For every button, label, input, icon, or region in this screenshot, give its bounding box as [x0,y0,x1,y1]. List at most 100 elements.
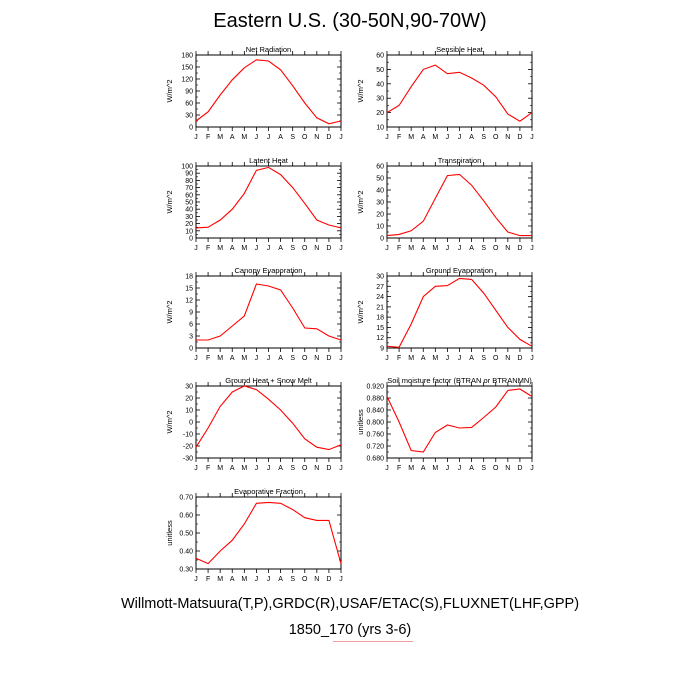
panel-title: Transpiration [438,156,482,165]
y-tick-label: 10 [185,408,193,415]
plot-frame [195,54,342,128]
plot-frame [386,165,533,239]
x-tick-label: J [267,245,271,252]
x-tick-label: D [326,576,331,583]
x-tick-label: N [505,465,510,472]
y-tick-label: 150 [181,65,193,72]
x-tick-label: J [267,355,271,362]
y-tick-label: 30 [185,384,193,391]
x-tick-label: F [397,465,401,472]
x-tick-label: F [206,355,210,362]
x-tick-label: M [408,465,414,472]
x-tick-label: J [530,134,534,141]
x-tick-label: J [530,465,534,472]
x-tick-label: A [278,245,283,252]
y-tick-label: 50 [376,176,384,183]
x-tick-label: J [530,355,534,362]
x-tick-label: M [241,576,247,583]
y-tick-label: 30 [376,274,384,281]
y-tick-label: 30 [185,214,193,221]
y-axis-label: W/m^2 [165,410,174,433]
x-tick-label: M [241,355,247,362]
y-tick-label: 60 [185,101,193,108]
x-tick-label: J [194,576,198,583]
y-tick-label: 60 [376,53,384,60]
y-tick-label: 0.840 [366,408,384,415]
x-tick-label: D [517,465,522,472]
x-tick-label: A [230,355,235,362]
x-tick-label: M [432,134,438,141]
x-tick-label: J [255,576,259,583]
y-tick-label: 10 [185,228,193,235]
y-tick-label: 24 [376,294,384,301]
x-tick-label: J [255,355,259,362]
x-tick-label: M [432,355,438,362]
y-tick-label: 15 [376,325,384,332]
x-tick-label: J [194,245,198,252]
x-tick-label: M [217,465,223,472]
series-line [386,173,532,237]
y-tick-label: 40 [376,188,384,195]
x-tick-label: J [530,245,534,252]
x-tick-label: A [421,465,426,472]
x-tick-label: F [397,134,401,141]
y-tick-label: -30 [183,456,193,463]
y-axis-label: W/m^2 [356,190,365,213]
series-line [386,277,533,348]
x-tick-label: M [408,355,414,362]
x-tick-label: J [458,134,462,141]
y-tick-label: 90 [185,89,193,96]
x-tick-label: F [206,465,210,472]
x-tick-label: A [469,245,474,252]
y-tick-label: 30 [376,96,384,103]
x-tick-label: A [230,134,235,141]
x-tick-label: M [217,355,223,362]
x-tick-label: O [493,134,499,141]
x-tick-label: J [446,465,450,472]
y-axis-label: W/m^2 [165,79,174,102]
x-tick-label: A [469,134,474,141]
x-tick-label: S [290,465,295,472]
x-tick-label: A [421,134,426,141]
x-tick-label: M [217,245,223,252]
y-tick-label: 0.40 [179,549,193,556]
x-tick-label: N [314,355,319,362]
x-tick-label: J [339,465,343,472]
x-tick-label: M [241,134,247,141]
y-axis-label: unitless [165,520,174,546]
y-axis-label: W/m^2 [165,300,174,323]
series-line [386,388,533,453]
y-tick-label: 0.680 [366,456,384,463]
x-tick-label: J [194,465,198,472]
y-tick-label: 30 [376,200,384,207]
x-tick-label: S [290,355,295,362]
x-tick-label: J [339,245,343,252]
x-tick-label: J [339,134,343,141]
y-tick-label: 27 [376,284,384,291]
plot-frame [195,496,342,570]
y-tick-label: 0 [380,236,384,243]
x-tick-label: N [505,245,510,252]
y-tick-label: 40 [376,81,384,88]
y-tick-label: 10 [376,125,384,132]
series-line [386,64,533,122]
y-tick-label: 60 [376,164,384,171]
x-tick-label: N [314,245,319,252]
x-tick-label: J [385,245,389,252]
y-tick-label: 9 [380,346,384,353]
x-tick-label: O [302,355,308,362]
page-title: Eastern U.S. (30-50N,90-70W) [213,10,487,32]
plot-frame [195,165,342,239]
y-tick-label: 0.880 [366,396,384,403]
y-tick-label: 20 [185,221,193,228]
x-tick-label: O [302,576,308,583]
x-tick-label: J [255,134,259,141]
x-tick-label: O [302,134,308,141]
x-tick-label: J [255,465,259,472]
x-tick-label: D [517,245,522,252]
y-tick-label: 20 [376,110,384,117]
y-axis-label: unitless [356,409,365,435]
x-tick-label: J [458,355,462,362]
x-tick-label: D [326,134,331,141]
